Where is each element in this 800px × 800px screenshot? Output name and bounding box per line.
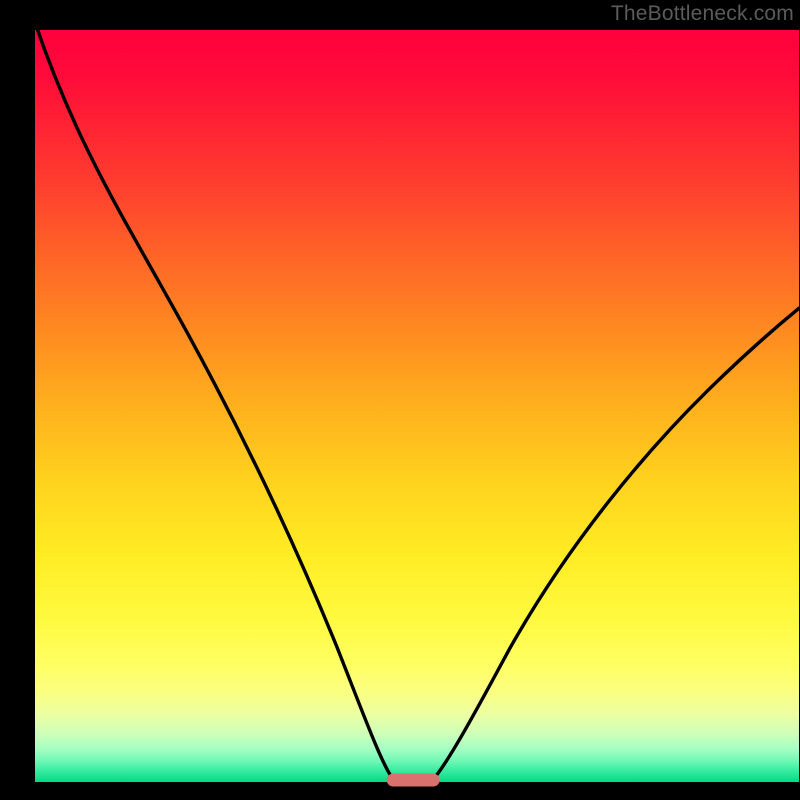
bottleneck-chart: TheBottleneck.com [0,0,800,800]
chart-svg [0,0,800,800]
plot-area-gradient [35,30,799,782]
valley-marker [387,774,439,786]
